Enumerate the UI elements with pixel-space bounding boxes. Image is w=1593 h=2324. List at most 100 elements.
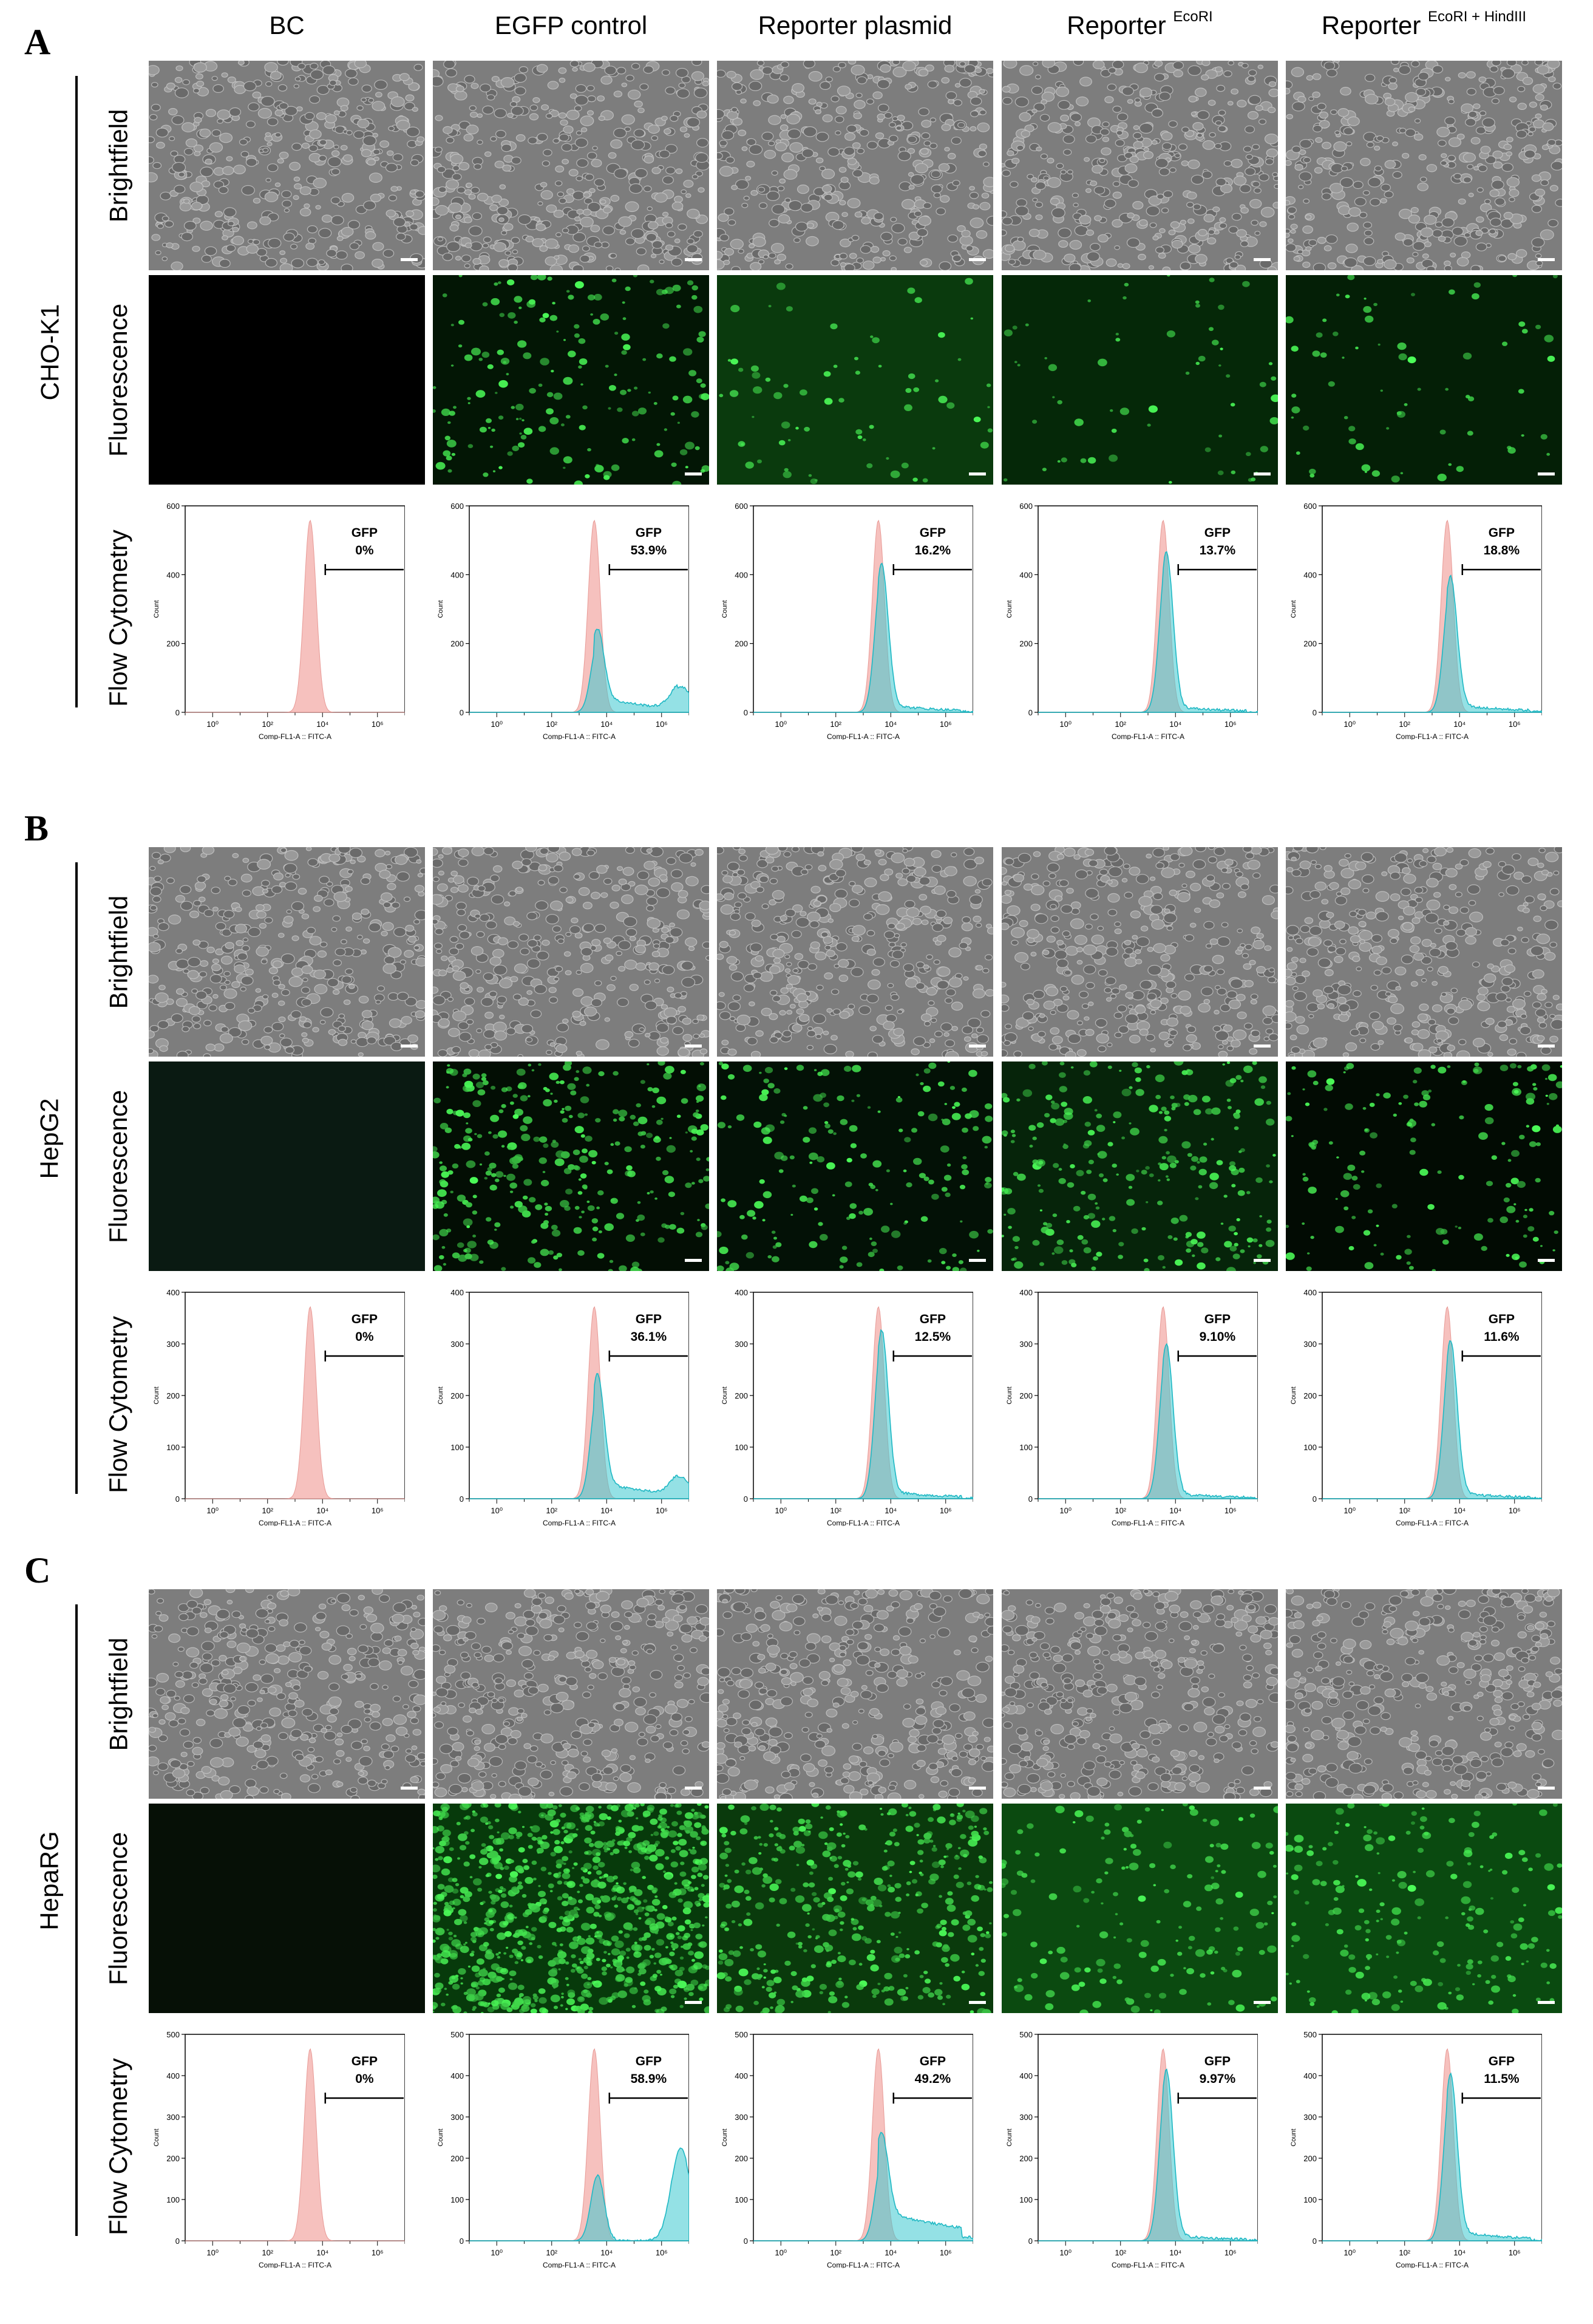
- fluorescence-image: [149, 1804, 425, 2013]
- sample-histogram: [1038, 551, 1258, 713]
- gfp-percent: 9.97%: [1200, 2072, 1236, 2086]
- x-tick-label: 10⁶: [1509, 720, 1521, 729]
- gfp-percent: 13.7%: [1200, 544, 1236, 557]
- x-tick-label: 10⁴: [1453, 2248, 1466, 2257]
- cell-line-label: CHO-K1: [35, 304, 64, 401]
- gfp-percent: 0%: [355, 1330, 374, 1344]
- x-axis-label: Comp-FL1-A :: FITC-A: [827, 1519, 900, 1526]
- y-tick-label: 400: [166, 2071, 180, 2080]
- x-tick-label: 10⁴: [1169, 1506, 1181, 1515]
- brightfield-tile: [149, 847, 425, 1057]
- fluorescence-tile: [433, 1804, 709, 2013]
- y-tick-label: 0: [1313, 708, 1317, 717]
- fluorescence-tile: [717, 1061, 993, 1271]
- y-tick-label: 400: [450, 2071, 464, 2080]
- x-tick-label: 10²: [1115, 720, 1126, 729]
- y-axis-label: Count: [437, 600, 444, 618]
- x-tick-label: 10²: [830, 720, 841, 729]
- x-tick-label: 10⁰: [1343, 720, 1356, 729]
- x-tick-label: 10⁰: [1059, 720, 1072, 729]
- x-tick-label: 10⁴: [1453, 1506, 1466, 1515]
- sample-histogram: [1322, 2072, 1543, 2242]
- y-tick-label: 300: [450, 1340, 464, 1349]
- flow-plot: 0 200 400 600 Count 10⁰ 10² 10⁴ 10⁶ Comp-FL1-A ::…: [1266, 497, 1543, 741]
- brightfield-tile: [1286, 847, 1562, 1057]
- y-tick-label: 200: [1019, 2154, 1033, 2163]
- flow-plot: 0 200 400 600 Count 10⁰ 10² 10⁴ 10⁶ Comp-FL1-A ::…: [129, 497, 406, 741]
- fluorescence-image: [1286, 1061, 1562, 1271]
- x-tick-label: 10⁴: [316, 1506, 328, 1515]
- x-axis-label: Comp-FL1-A :: FITC-A: [543, 732, 616, 740]
- x-tick-label: 10²: [1115, 2248, 1126, 2257]
- y-tick-label: 200: [1303, 1391, 1317, 1400]
- y-tick-label: 600: [450, 502, 464, 511]
- gfp-percent: 18.8%: [1484, 544, 1520, 557]
- y-tick-label: 200: [735, 1391, 748, 1400]
- brightfield-tile: [433, 1589, 709, 1799]
- x-tick-label: 10⁴: [885, 1506, 897, 1515]
- y-tick-label: 100: [1303, 2195, 1317, 2204]
- sample-histogram: [1038, 1343, 1258, 1499]
- col-header-bc: BC: [269, 11, 305, 39]
- flow-plot: 0 100 200 300 400 Count 10⁰ 10² 10⁴ 10⁶ Comp-FL1-A…: [982, 1283, 1258, 1527]
- x-tick-label: 10²: [1399, 1506, 1410, 1515]
- x-tick-label: 10²: [546, 2248, 557, 2257]
- y-tick-label: 0: [744, 708, 748, 717]
- fluorescence-image: [149, 1061, 425, 1271]
- flow-plot: 0 100 200 300 400 500 Count 10⁰ 10² 10⁴ 10⁶ Comp-FL…: [413, 2025, 690, 2269]
- y-tick-label: 0: [1028, 1494, 1033, 1504]
- y-tick-label: 300: [1303, 2113, 1317, 2122]
- x-tick-label: 10²: [262, 720, 273, 729]
- y-tick-label: 400: [1303, 2071, 1317, 2080]
- y-tick-label: 600: [1303, 502, 1317, 511]
- x-tick-label: 10⁰: [1059, 2248, 1072, 2257]
- flow-plot: 0 200 400 600 Count 10⁰ 10² 10⁴ 10⁶ Comp-FL1-A ::…: [413, 497, 690, 741]
- fluorescence-tile: [433, 275, 709, 485]
- brightfield-image: [149, 1589, 425, 1799]
- fluorescence-image: [149, 275, 425, 485]
- x-tick-label: 10²: [1399, 720, 1410, 729]
- y-tick-label: 300: [450, 2113, 464, 2122]
- brightfield-image: [1002, 847, 1278, 1057]
- row-label-brightfield: Brightfield: [104, 1637, 133, 1751]
- y-tick-label: 200: [1303, 639, 1317, 649]
- y-tick-label: 100: [735, 2195, 748, 2204]
- x-axis-label: Comp-FL1-A :: FITC-A: [543, 2261, 616, 2268]
- fluorescence-image: [1002, 1804, 1278, 2013]
- fluorescence-image: [717, 275, 993, 485]
- x-tick-label: 10⁶: [1509, 1506, 1521, 1515]
- y-tick-label: 500: [450, 2030, 464, 2039]
- x-tick-label: 10²: [1399, 2248, 1410, 2257]
- gfp-percent: 12.5%: [915, 1330, 951, 1344]
- flow-plot: 0 100 200 300 400 500 Count 10⁰ 10² 10⁴ 10⁶ Comp-FL…: [982, 2025, 1258, 2269]
- brightfield-tile: [433, 61, 709, 270]
- x-tick-label: 10⁶: [656, 2248, 668, 2257]
- y-tick-label: 0: [1028, 708, 1033, 717]
- y-tick-label: 400: [450, 570, 464, 579]
- flow-histogram: 0 100 200 300 400 500 Count 10⁰ 10² 10⁴ 10⁶ Comp-FL…: [153, 2030, 406, 2269]
- y-tick-label: 400: [735, 570, 748, 579]
- fluorescence-tile: [717, 275, 993, 485]
- y-axis-label: Count: [1006, 2128, 1013, 2146]
- x-tick-label: 10⁶: [372, 1506, 384, 1515]
- y-tick-label: 200: [450, 639, 464, 649]
- brightfield-image: [717, 847, 993, 1057]
- x-axis-label: Comp-FL1-A :: FITC-A: [827, 2261, 900, 2268]
- x-tick-label: 10⁰: [206, 1506, 219, 1515]
- control-histogram: [185, 519, 405, 713]
- gfp-percent: 16.2%: [915, 544, 951, 557]
- flow-histogram: 0 100 200 300 400 Count 10⁰ 10² 10⁴ 10⁶ Comp-FL1-A…: [721, 1288, 974, 1527]
- y-tick-label: 200: [166, 2154, 180, 2163]
- gfp-percent: 11.5%: [1484, 2072, 1520, 2086]
- y-axis-label: Count: [1290, 600, 1297, 618]
- brightfield-image: [1002, 61, 1278, 270]
- brightfield-image: [717, 61, 993, 270]
- y-tick-label: 200: [166, 639, 180, 649]
- x-tick-label: 10²: [546, 1506, 557, 1515]
- brightfield-image: [1286, 847, 1562, 1057]
- x-axis-label: Comp-FL1-A :: FITC-A: [1112, 2261, 1184, 2268]
- sample-histogram: [469, 2147, 690, 2241]
- gate-label: GFP: [636, 2054, 662, 2068]
- x-tick-label: 10²: [830, 2248, 841, 2257]
